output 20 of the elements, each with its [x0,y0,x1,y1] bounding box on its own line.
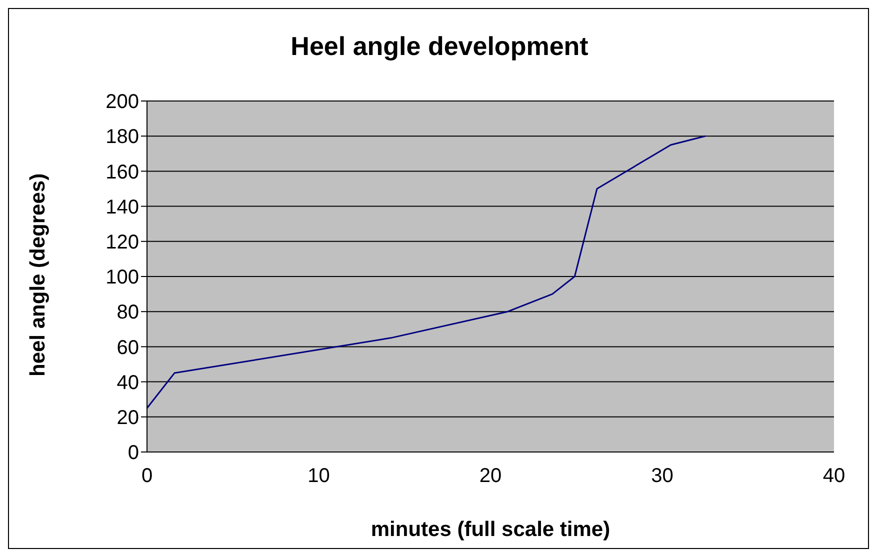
y-tick-label: 180 [106,126,139,148]
y-tick-label: 160 [106,161,139,184]
y-tick-label: 140 [106,196,139,218]
x-axis-title: minutes (full scale time) [370,518,610,541]
x-tick-label: 40 [822,465,846,488]
y-tick-label: 60 [116,336,139,359]
y-tick-label: 200 [106,91,139,114]
chart-title: Heel angle development [290,31,590,62]
y-tick-label: 40 [116,372,139,394]
x-tick-label: 10 [308,465,330,488]
x-tick-label: 20 [479,465,502,488]
y-axis-title: heel angle (degrees) [26,173,50,376]
x-tick-label: 30 [651,465,674,488]
y-tick-label: 120 [106,232,139,254]
y-tick-label: 100 [106,266,139,289]
y-tick-label: 0 [128,442,139,464]
y-tick-label: 80 [116,302,139,324]
y-tick-label: 20 [116,407,139,429]
line-series [147,135,706,409]
x-tick-label: 0 [141,465,153,488]
